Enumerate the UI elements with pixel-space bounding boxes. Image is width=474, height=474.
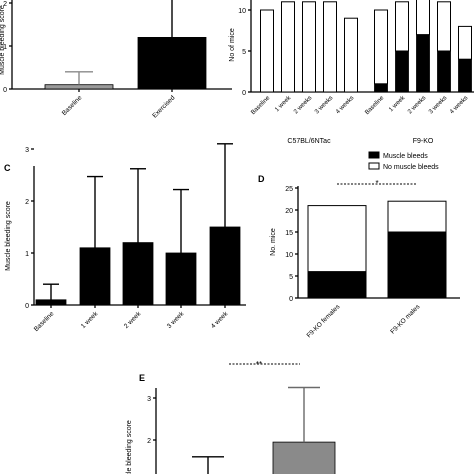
panel-d-letter: D xyxy=(258,174,265,184)
panel-a-y-tick-label: 2 xyxy=(3,1,7,8)
panel-b-group-label: F9-KO xyxy=(413,138,434,145)
panel-a-bar xyxy=(137,37,207,90)
panel-c-letter: C xyxy=(4,163,11,173)
panel-b-bar-no-bleeds xyxy=(323,1,337,93)
panel-a-bar xyxy=(44,84,114,90)
panel-b-bar-no-bleeds xyxy=(458,25,472,60)
panel-b-x-tick-label: 4 weeks xyxy=(448,94,469,115)
panel-b-bar-bleeds xyxy=(458,58,472,93)
panel-d-y-tick-label: 0 xyxy=(289,296,293,303)
panel-d-legend-label: No muscle bleeds xyxy=(383,164,439,171)
panel-c-bar xyxy=(165,252,197,306)
panel-d-legend-label: Muscle bleeds xyxy=(383,153,428,160)
panel-b-bar-bleeds xyxy=(416,34,430,93)
panel-e-y-tick-label: 2 xyxy=(147,438,151,445)
panel-b-bar-no-bleeds xyxy=(395,1,409,52)
panel-d-y-tick-label: 15 xyxy=(285,230,293,237)
panel-e-bar xyxy=(272,441,336,474)
panel-b-x-tick-label: 3 weeks xyxy=(427,94,448,115)
panel-d-bar-no-bleeds xyxy=(387,200,447,233)
panel-c-y-axis-label: Muscle bleeding score xyxy=(5,201,12,271)
panel-b-x-tick-label: 1 week xyxy=(388,94,407,113)
panel-c-y-tick-label: 2 xyxy=(25,199,29,206)
panel-c-x-tick-label: Baseline xyxy=(33,310,56,333)
panel-b-bar-bleeds xyxy=(437,50,451,93)
panel-d-y-tick-label: 25 xyxy=(285,186,293,193)
panel-e-y-tick-label: 3 xyxy=(147,396,151,403)
panel-b-x-tick-label: Baseline xyxy=(364,94,386,116)
panel-d-legend-swatch xyxy=(368,162,380,170)
panel-a-x-tick-label: Baseline xyxy=(61,94,84,117)
panel-d-bar-no-bleeds xyxy=(307,205,367,273)
panel-a-y-axis-label: Muscle bleeding score xyxy=(0,5,6,75)
panel-d-x-tick-label: F9-KO females xyxy=(306,303,342,339)
panel-a-y-tick-label: 0 xyxy=(3,87,7,94)
panel-e-y-axis-label: Muscle bleeding score xyxy=(126,420,133,474)
panel-b-bar-bleeds xyxy=(374,83,388,93)
panel-b-x-tick-label: 2 weeks xyxy=(292,94,313,115)
panel-c-x-tick-label: 3 week xyxy=(166,310,186,330)
panel-c-bar xyxy=(209,226,241,306)
panel-d-x-tick-label: F9-KO males xyxy=(389,303,422,336)
panel-b-bar-no-bleeds xyxy=(302,1,316,93)
panel-c-chart: C 0 1 2 3 Muscle bleeding score Baseline 1 wee… xyxy=(4,143,246,333)
panel-d-chart: D 0 5 10 15 20 25 No. mice F9-KO females F9-KO m… xyxy=(258,151,460,339)
panel-e-chart: E 2 3 Muscle bleeding score ** xyxy=(126,360,336,474)
panel-b-x-tick-label: 4 weeks xyxy=(334,94,355,115)
panel-b-bar-no-bleeds xyxy=(437,1,451,52)
panel-b-group-label: C57BL/6NTac xyxy=(287,138,331,145)
panel-a-y-tick-label: 1 xyxy=(3,44,7,51)
panel-b-bar-no-bleeds xyxy=(281,1,295,93)
panel-d-y-tick-label: 10 xyxy=(285,252,293,259)
panel-b-bar-no-bleeds xyxy=(416,0,430,36)
panel-b-y-axis-label: No of mice xyxy=(229,28,236,62)
panel-b-x-tick-label: 2 weeks xyxy=(406,94,427,115)
panel-b-bar-no-bleeds xyxy=(260,9,274,93)
panel-b-bar-bleeds xyxy=(395,50,409,93)
panel-b-y-tick-label: 10 xyxy=(238,8,246,15)
panel-d-y-tick-label: 20 xyxy=(285,208,293,215)
panel-b-x-tick-label: 1 week xyxy=(274,94,293,113)
panel-b-x-tick-label: Baseline xyxy=(250,94,272,116)
panel-b-bar-no-bleeds xyxy=(374,9,388,85)
panel-b-y-tick-label: 0 xyxy=(242,90,246,97)
panel-d-y-axis-label: No. mice xyxy=(270,228,277,256)
panel-d-significance-marker: * xyxy=(375,179,378,188)
panel-b-x-tick-label: 3 weeks xyxy=(313,94,334,115)
panel-c-y-tick-label: 3 xyxy=(25,147,29,154)
panel-c-bar xyxy=(79,247,111,306)
panel-c-x-tick-label: 2 week xyxy=(123,310,143,330)
panel-c-x-tick-label: 1 week xyxy=(80,310,100,330)
panel-b-y-tick-label: 5 xyxy=(242,49,246,56)
panel-c-bar xyxy=(35,299,67,306)
panel-d-y-tick-label: 5 xyxy=(289,274,293,281)
panel-a-x-tick-label: Exercised xyxy=(151,94,176,119)
panel-e-significance-marker: ** xyxy=(256,360,262,369)
panel-c-x-tick-label: 4 week xyxy=(210,310,230,330)
panel-b-bar-no-bleeds xyxy=(344,17,358,93)
panel-d-bar-bleeds xyxy=(387,231,447,299)
panel-c-y-tick-label: 0 xyxy=(25,303,29,310)
panel-d-bar-bleeds xyxy=(307,271,367,299)
panel-d-legend-swatch xyxy=(368,151,380,159)
panel-c-bar xyxy=(122,242,154,306)
panel-e-letter: E xyxy=(139,373,145,383)
panel-c-y-tick-label: 1 xyxy=(25,251,29,258)
